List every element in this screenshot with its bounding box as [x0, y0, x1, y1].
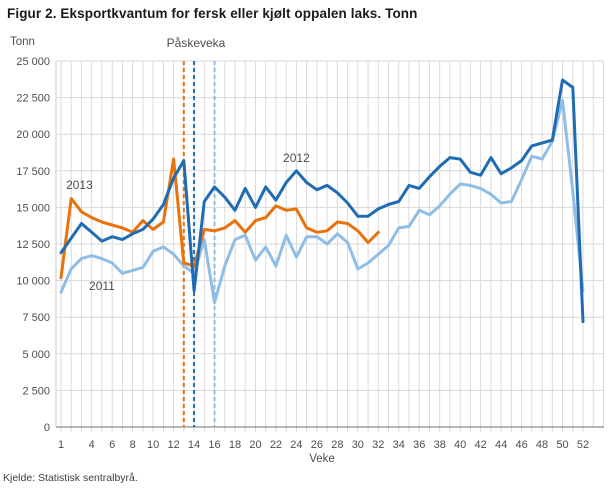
x-tick-label: 36: [413, 439, 425, 451]
y-tick-label: 25 000: [16, 56, 50, 68]
x-tick-label: 12: [167, 439, 179, 451]
x-tick-label: 28: [331, 439, 343, 451]
y-tick-label: 12 500: [16, 239, 50, 251]
x-axis-label: Veke: [309, 453, 335, 465]
x-tick-label: 14: [188, 439, 200, 451]
y-tick-label: 17 500: [16, 166, 50, 178]
x-tick-label: 26: [311, 439, 323, 451]
x-tick-label: 46: [515, 439, 527, 451]
x-tick-label: 44: [495, 439, 507, 451]
series-label-2012: 2012: [283, 150, 310, 165]
x-tick-label: 4: [89, 439, 95, 451]
y-tick-label: 15 000: [16, 202, 50, 214]
series-line-2012: [59, 78, 585, 324]
y-tick-label: 10 000: [16, 276, 50, 288]
x-tick-label: 22: [270, 439, 282, 451]
x-tick-label: 32: [372, 439, 384, 451]
x-tick-label: 24: [290, 439, 302, 451]
x-tick-label: 16: [208, 439, 220, 451]
x-tick-label: 40: [454, 439, 466, 451]
series-line-2013: [59, 157, 380, 280]
series-label-2011: 2011: [89, 279, 115, 294]
y-axis-unit-label: Tonn: [10, 36, 35, 48]
source-note: Kjelde: Statistisk sentralbyrå.: [3, 472, 138, 484]
x-tick-label: 1: [58, 439, 64, 451]
x-tick-label: 8: [130, 439, 136, 451]
y-tick-label: 2 500: [22, 385, 50, 397]
chart-title: Figur 2. Eksportkvantum for fersk eller …: [7, 6, 418, 21]
x-tick-label: 10: [147, 439, 159, 451]
x-tick-label: 6: [109, 439, 115, 451]
vertical-gridlines: [60, 61, 604, 432]
x-tick-label: 42: [475, 439, 487, 451]
x-tick-label: 50: [556, 439, 568, 451]
x-tick-label: 38: [434, 439, 446, 451]
x-tick-label: 20: [249, 439, 261, 451]
y-tick-label: 5 000: [22, 349, 50, 361]
series-label-2013: 2013: [66, 178, 93, 193]
x-tick-label: 30: [352, 439, 364, 451]
y-tick-label: 20 000: [16, 129, 50, 141]
x-tick-label: 48: [536, 439, 548, 451]
horizontal-gridlines: [56, 60, 604, 391]
x-tick-label: 18: [229, 439, 241, 451]
y-tick-label: 22 500: [16, 93, 50, 105]
x-tick-label: 34: [393, 439, 405, 451]
y-tick-label: 0: [44, 422, 50, 434]
y-tick-label: 7 500: [22, 312, 50, 324]
x-tick-label: 52: [577, 439, 589, 451]
series-line-2011: [59, 99, 585, 305]
easter-annotation-label: Påskeveka: [166, 36, 226, 50]
